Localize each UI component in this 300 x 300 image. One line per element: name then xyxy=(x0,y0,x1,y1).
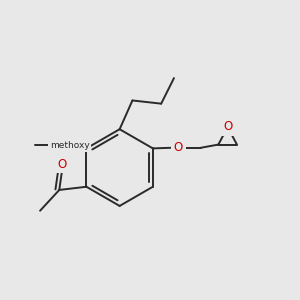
Text: O: O xyxy=(174,141,183,154)
Text: methoxy: methoxy xyxy=(50,141,89,150)
Text: O: O xyxy=(223,121,232,134)
Text: O: O xyxy=(58,158,67,171)
Text: O: O xyxy=(53,139,62,152)
